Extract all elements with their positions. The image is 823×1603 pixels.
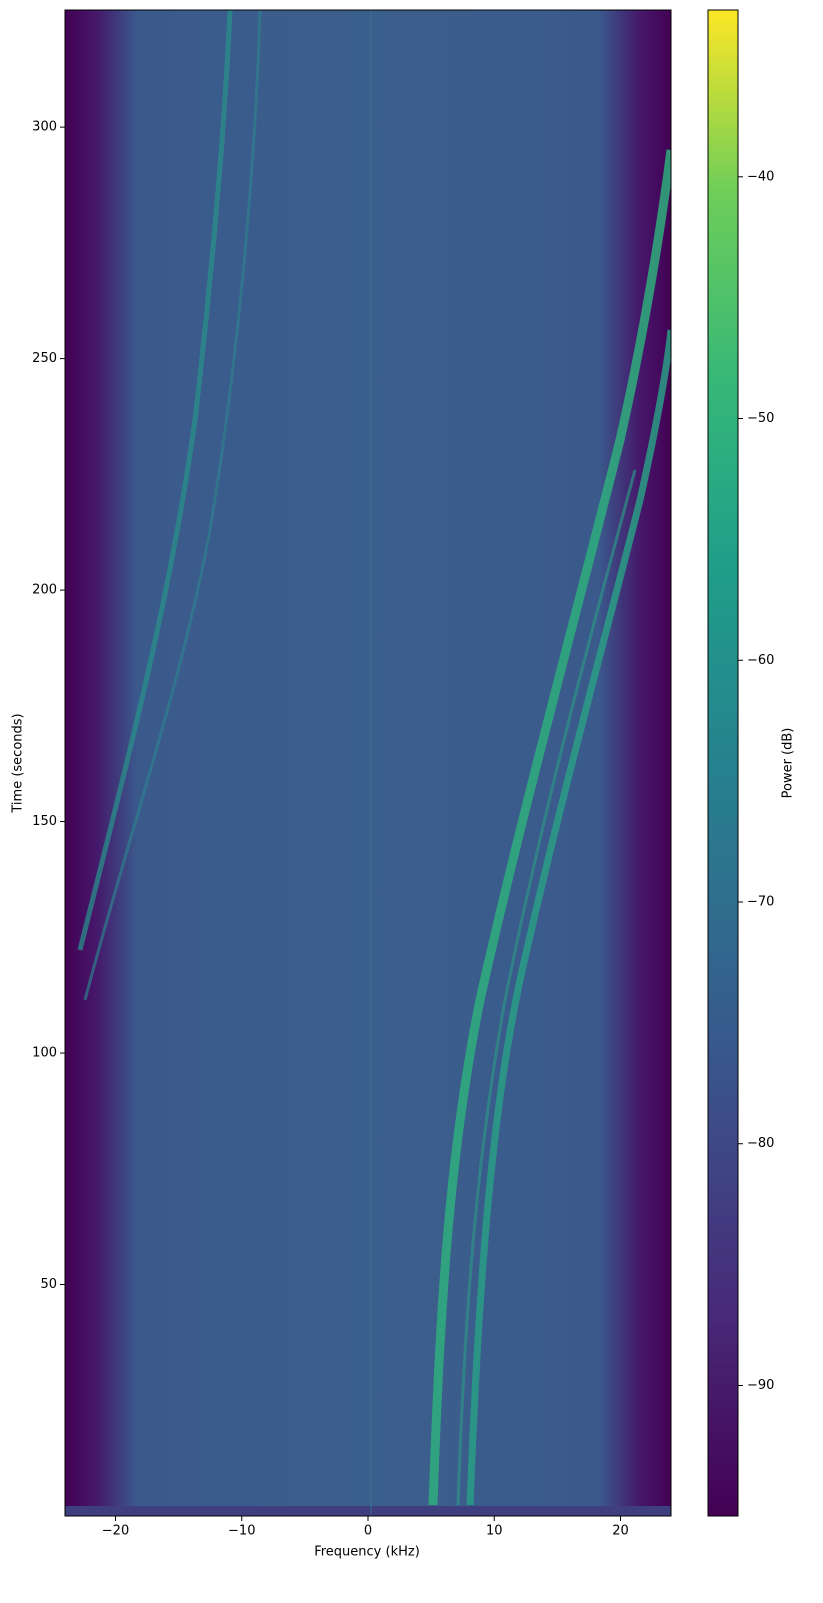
y-axis-label: Time (seconds): [11, 713, 26, 813]
x-tick-label: −10: [228, 1524, 255, 1539]
colorbar-tick-label: −90: [747, 1378, 774, 1393]
colorbar-tick-label: −60: [747, 653, 774, 668]
y-tick-label: 50: [40, 1277, 57, 1292]
x-tick-label: 0: [364, 1524, 372, 1539]
colorbar-tick-label: −80: [747, 1136, 774, 1151]
y-tick-label: 300: [32, 120, 57, 135]
colorbar-tick-label: −70: [747, 894, 774, 909]
y-tick-label: 100: [32, 1046, 57, 1061]
colorbar: [707, 9, 739, 1517]
x-tick-label: 20: [612, 1524, 629, 1539]
colorbar-tick-label: −40: [747, 169, 774, 184]
x-tick-label: 10: [486, 1524, 503, 1539]
colorbar-tick-label: −50: [747, 411, 774, 426]
colorbar-label: Power (dB): [781, 728, 796, 799]
x-axis-label: Frequency (kHz): [314, 1545, 420, 1560]
y-tick-label: 200: [32, 583, 57, 598]
y-tick-label: 150: [32, 814, 57, 829]
spectrogram-image: [65, 10, 671, 1516]
x-tick-label: −20: [102, 1524, 129, 1539]
y-tick-label: 250: [32, 351, 57, 366]
